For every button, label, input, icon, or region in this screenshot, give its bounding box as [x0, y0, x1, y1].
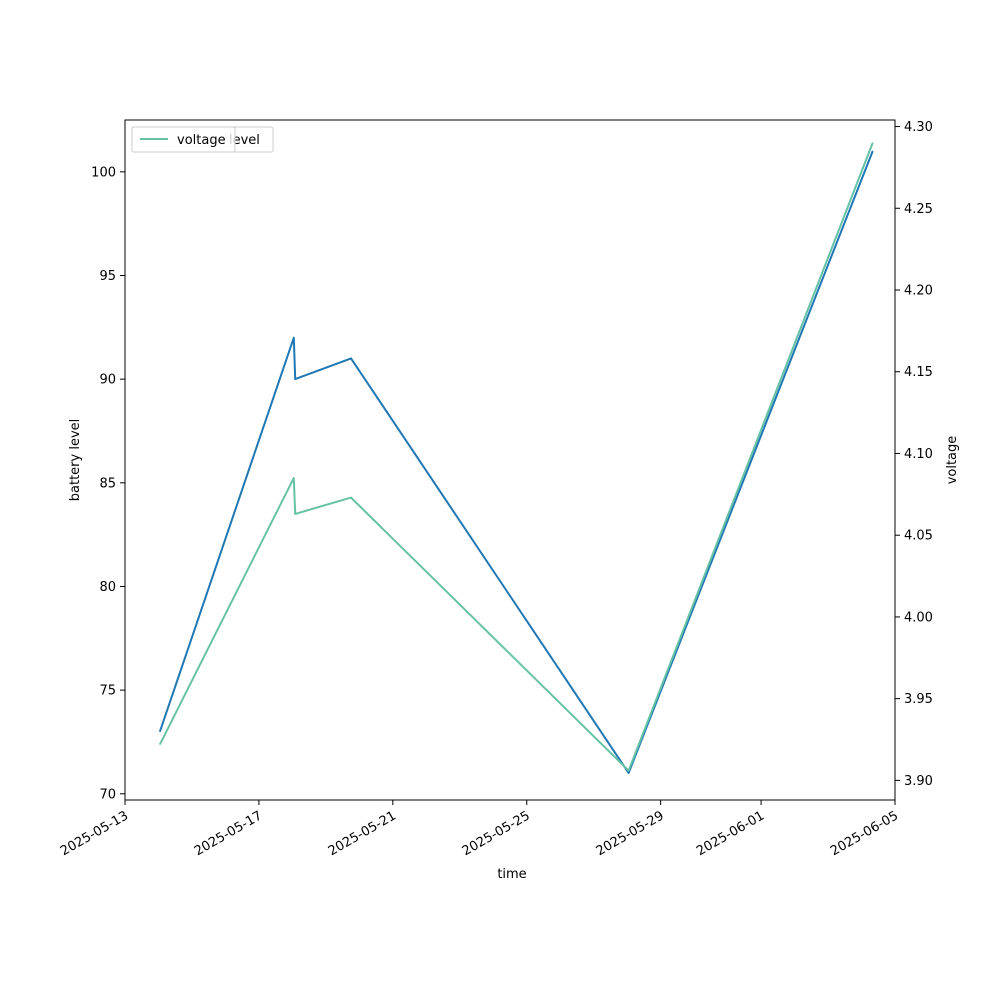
- left-y-axis-label: battery level: [68, 419, 83, 502]
- data-point-voltage-5: [872, 142, 874, 144]
- right-y-tick-label-5: 4.15: [904, 365, 933, 380]
- left-y-tick-label-5: 95: [99, 269, 116, 284]
- legend-voltage: voltage: [131, 126, 236, 153]
- right-y-axis-ticks: 3.90 3.95 4.00 4.05 4.10 4.15 4.20 4.25 4.30: [895, 120, 933, 789]
- data-point-voltage-3: [350, 497, 352, 499]
- legend-voltage-frame: [131, 126, 236, 153]
- data-point-level-4: [628, 772, 630, 774]
- series-line-level: [158, 150, 874, 774]
- right-y-tick-label-0: 3.90: [904, 774, 933, 789]
- data-point-voltage-0: [159, 743, 161, 745]
- data-point-level-1: [293, 337, 295, 339]
- data-point-voltage-1: [293, 477, 295, 479]
- right-y-tick-label-4: 4.10: [904, 447, 933, 462]
- right-y-tick-label-6: 4.20: [904, 284, 933, 299]
- left-y-tick-label-6: 100: [91, 165, 116, 180]
- data-point-voltage-4: [628, 770, 630, 772]
- data-point-level-0: [159, 731, 161, 733]
- series-layer: [158, 142, 874, 774]
- left-y-tick-label-3: 85: [99, 476, 116, 491]
- left-y-tick-label-4: 90: [99, 373, 116, 388]
- data-point-voltage-2: [294, 513, 296, 515]
- right-y-axis-label: voltage: [945, 436, 960, 485]
- left-y-tick-label-2: 80: [99, 580, 116, 595]
- left-y-tick-label-0: 70: [99, 787, 116, 802]
- right-y-tick-label-1: 3.95: [904, 692, 933, 707]
- data-point-level-2: [294, 378, 296, 380]
- right-y-tick-label-8: 4.30: [904, 120, 933, 135]
- series-line-voltage: [159, 142, 874, 772]
- data-point-level-3: [350, 357, 352, 359]
- right-y-tick-label-7: 4.25: [904, 202, 933, 217]
- legend-voltage-label: voltage: [177, 133, 226, 148]
- legend-level-label: level: [229, 133, 260, 148]
- x-axis-label: time: [497, 867, 526, 882]
- data-point-level-5: [872, 150, 874, 152]
- plot-frame: [124, 119, 896, 801]
- right-y-tick-label-2: 4.00: [904, 610, 933, 625]
- left-y-axis-ticks: 70 75 80 85 90 95 100: [91, 165, 125, 802]
- right-y-tick-label-3: 4.05: [904, 529, 933, 544]
- left-y-tick-label-1: 75: [99, 684, 116, 699]
